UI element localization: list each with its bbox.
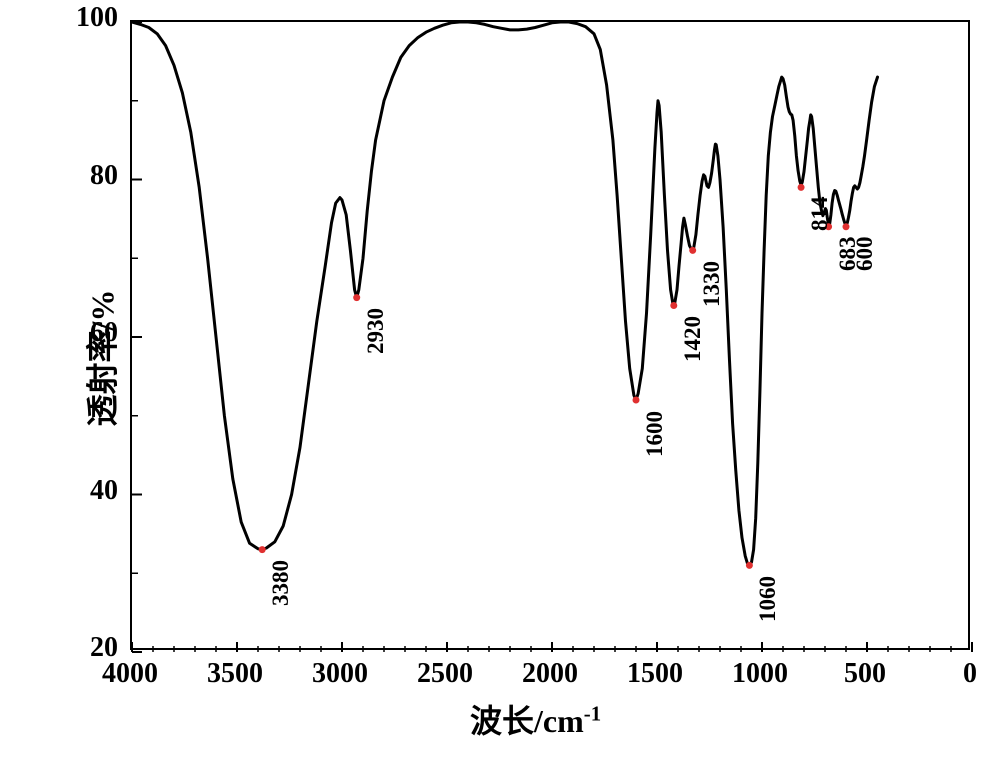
x-tick-label: 3000 <box>300 658 380 690</box>
x-tick-label: 2500 <box>405 658 485 690</box>
x-tick-label: 500 <box>825 658 905 690</box>
x-tick-label: 0 <box>930 658 1000 690</box>
x-tick-label: 2000 <box>510 658 590 690</box>
spectrum-line <box>132 22 972 652</box>
x-axis-title: 波长/cm-1 <box>470 696 601 742</box>
ir-spectrum-chart: 2040608010040003500300025002000150010005… <box>0 0 1000 759</box>
peak-label-3380: 3380 <box>268 560 294 606</box>
y-tick-label: 80 <box>70 160 118 192</box>
peak-label-814: 814 <box>807 197 833 232</box>
peak-label-1330: 1330 <box>699 261 725 307</box>
peak-label-600: 600 <box>852 236 878 271</box>
x-tick-label: 1500 <box>615 658 695 690</box>
y-axis-title: 透射率/% <box>77 290 123 427</box>
x-tick-label: 3500 <box>195 658 275 690</box>
peak-label-1420: 1420 <box>680 316 706 362</box>
x-tick-label: 1000 <box>720 658 800 690</box>
plot-area <box>130 20 970 650</box>
peak-label-1060: 1060 <box>755 576 781 622</box>
peak-label-2930: 2930 <box>363 308 389 354</box>
y-tick-label: 40 <box>70 475 118 507</box>
y-tick-label: 100 <box>70 2 118 34</box>
peak-label-1600: 1600 <box>642 411 668 457</box>
x-tick-label: 4000 <box>90 658 170 690</box>
